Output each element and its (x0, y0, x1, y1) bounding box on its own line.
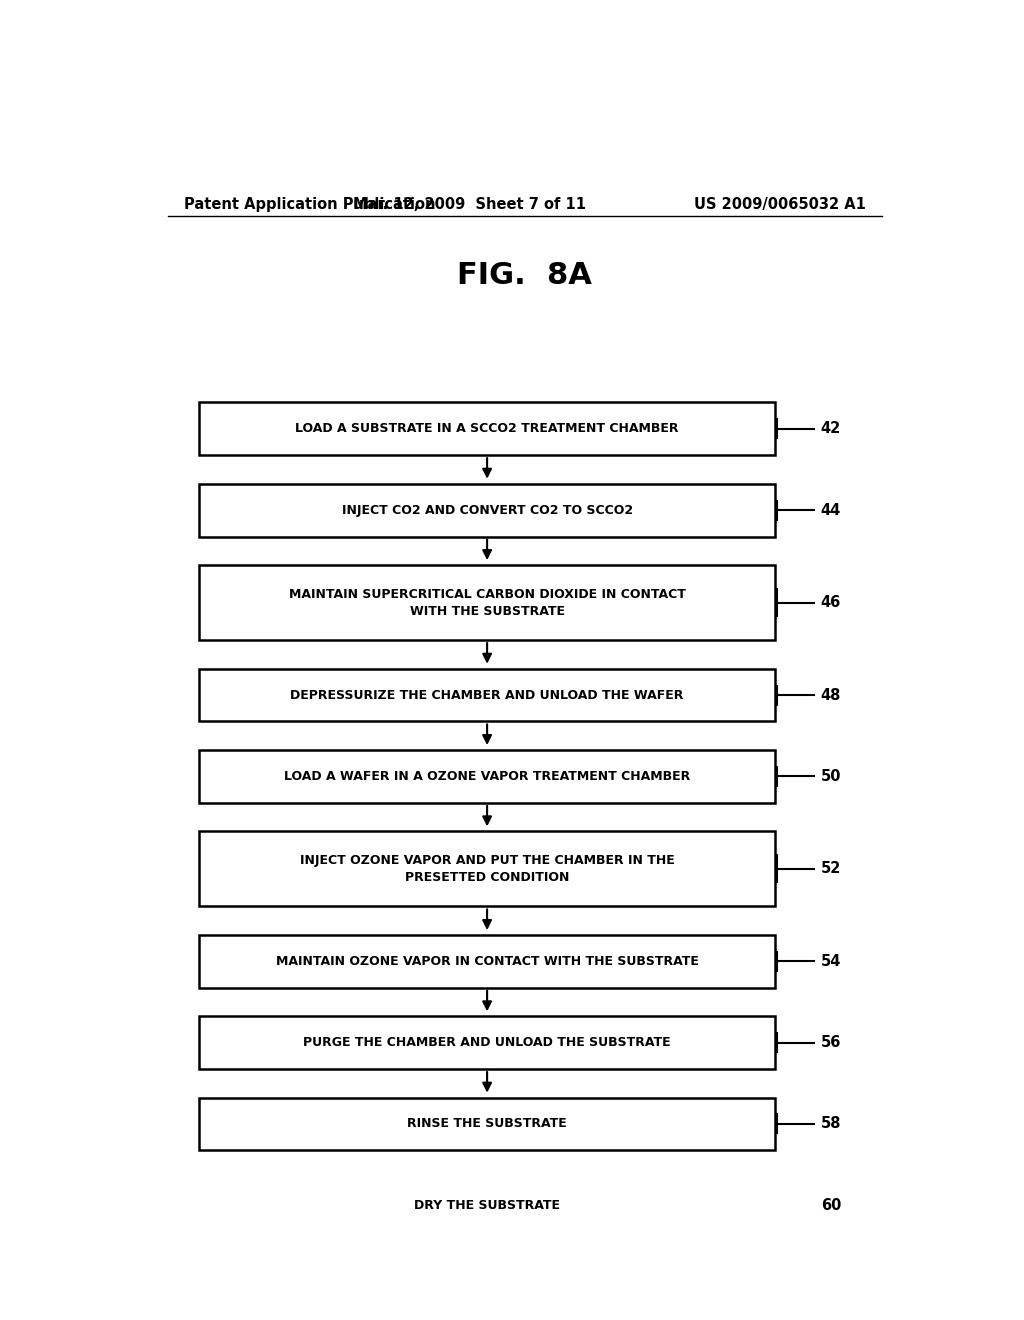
Text: DRY THE SUBSTRATE: DRY THE SUBSTRATE (414, 1199, 560, 1212)
Text: 54: 54 (821, 954, 841, 969)
Text: 56: 56 (821, 1035, 841, 1051)
Bar (200, 1016, 775, 1069)
Bar (200, 669, 775, 722)
Text: INJECT OZONE VAPOR AND PUT THE CHAMBER IN THE
PRESETTED CONDITION: INJECT OZONE VAPOR AND PUT THE CHAMBER I… (300, 854, 675, 884)
Text: 50: 50 (821, 768, 842, 784)
Bar (200, 935, 775, 987)
Text: INJECT CO2 AND CONVERT CO2 TO SCCO2: INJECT CO2 AND CONVERT CO2 TO SCCO2 (342, 503, 633, 516)
Bar (200, 750, 775, 803)
Text: 58: 58 (821, 1117, 842, 1131)
Bar (200, 1097, 775, 1151)
Text: PURGE THE CHAMBER AND UNLOAD THE SUBSTRATE: PURGE THE CHAMBER AND UNLOAD THE SUBSTRA… (303, 1036, 671, 1049)
Text: 44: 44 (821, 503, 841, 517)
Text: Mar. 12, 2009  Sheet 7 of 11: Mar. 12, 2009 Sheet 7 of 11 (352, 197, 586, 211)
Text: FIG.  8A: FIG. 8A (458, 261, 592, 290)
Text: 42: 42 (821, 421, 841, 437)
Text: 52: 52 (821, 862, 841, 876)
Bar (200, 483, 775, 536)
Bar (200, 832, 775, 907)
Text: 60: 60 (821, 1197, 841, 1213)
Text: LOAD A SUBSTRATE IN A SCCO2 TREATMENT CHAMBER: LOAD A SUBSTRATE IN A SCCO2 TREATMENT CH… (295, 422, 679, 436)
Text: DEPRESSURIZE THE CHAMBER AND UNLOAD THE WAFER: DEPRESSURIZE THE CHAMBER AND UNLOAD THE … (291, 689, 684, 701)
Text: US 2009/0065032 A1: US 2009/0065032 A1 (694, 197, 866, 211)
Text: Patent Application Publication: Patent Application Publication (183, 197, 435, 211)
Text: MAINTAIN SUPERCRITICAL CARBON DIOXIDE IN CONTACT
WITH THE SUBSTRATE: MAINTAIN SUPERCRITICAL CARBON DIOXIDE IN… (289, 587, 685, 618)
Bar (200, 565, 775, 640)
Bar (200, 403, 775, 455)
Text: RINSE THE SUBSTRATE: RINSE THE SUBSTRATE (408, 1118, 567, 1130)
Text: LOAD A WAFER IN A OZONE VAPOR TREATMENT CHAMBER: LOAD A WAFER IN A OZONE VAPOR TREATMENT … (284, 770, 690, 783)
Bar (200, 1179, 775, 1232)
Text: 48: 48 (821, 688, 841, 702)
Text: MAINTAIN OZONE VAPOR IN CONTACT WITH THE SUBSTRATE: MAINTAIN OZONE VAPOR IN CONTACT WITH THE… (275, 954, 698, 968)
Text: 46: 46 (821, 595, 841, 610)
